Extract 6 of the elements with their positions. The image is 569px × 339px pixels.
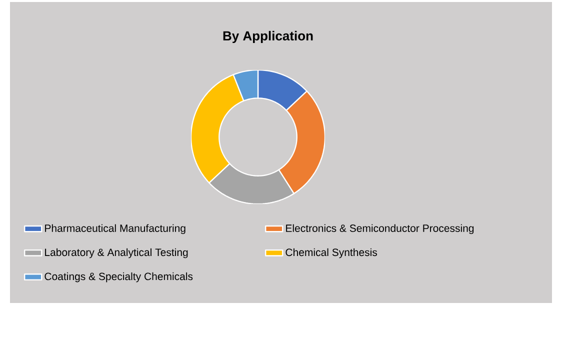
legend-label: Chemical Synthesis: [286, 248, 378, 258]
legend-label: Electronics & Semiconductor Processing: [286, 224, 474, 234]
chart-title: By Application: [223, 30, 313, 44]
legend-label: Laboratory & Analytical Testing: [45, 248, 188, 258]
legend-label: Coatings & Specialty Chemicals: [44, 272, 193, 282]
legend-label: Pharmaceutical Manufacturing: [45, 224, 186, 234]
